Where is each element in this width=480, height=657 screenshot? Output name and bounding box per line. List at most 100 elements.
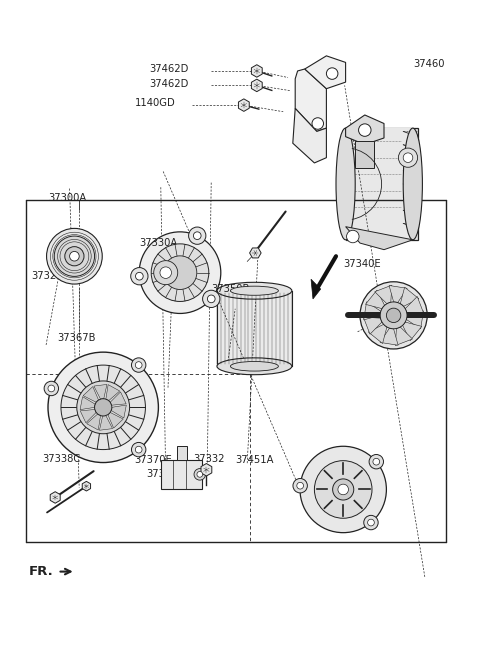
- Polygon shape: [80, 409, 96, 423]
- Polygon shape: [201, 464, 212, 476]
- Text: 37332D: 37332D: [146, 469, 186, 480]
- Polygon shape: [252, 79, 262, 91]
- Polygon shape: [346, 128, 418, 240]
- Polygon shape: [305, 56, 346, 89]
- Circle shape: [160, 267, 171, 279]
- Text: 37462D: 37462D: [150, 64, 189, 74]
- Polygon shape: [311, 279, 321, 299]
- Circle shape: [203, 290, 220, 307]
- Circle shape: [47, 229, 102, 284]
- Polygon shape: [293, 108, 326, 163]
- Circle shape: [54, 236, 95, 277]
- Polygon shape: [364, 302, 381, 320]
- Circle shape: [380, 302, 407, 328]
- Polygon shape: [87, 414, 100, 430]
- Circle shape: [197, 472, 203, 477]
- Circle shape: [333, 479, 354, 500]
- Circle shape: [77, 381, 130, 434]
- Polygon shape: [407, 311, 423, 329]
- Circle shape: [61, 365, 145, 449]
- Circle shape: [44, 381, 59, 396]
- Text: 37300A: 37300A: [48, 193, 86, 204]
- Circle shape: [151, 244, 209, 302]
- Circle shape: [95, 399, 112, 416]
- Circle shape: [386, 308, 401, 323]
- Circle shape: [193, 232, 201, 240]
- Circle shape: [131, 267, 148, 285]
- Ellipse shape: [403, 128, 422, 240]
- Polygon shape: [375, 285, 392, 304]
- Text: 37462D: 37462D: [150, 79, 189, 89]
- Circle shape: [359, 124, 371, 136]
- Ellipse shape: [230, 361, 278, 371]
- Circle shape: [347, 231, 359, 242]
- Text: 37330A: 37330A: [139, 238, 178, 248]
- Text: 37340E: 37340E: [343, 259, 381, 269]
- Text: 37451A: 37451A: [235, 455, 274, 465]
- Polygon shape: [108, 413, 123, 428]
- Text: 37321D: 37321D: [32, 271, 71, 281]
- Text: 37350B: 37350B: [211, 284, 250, 294]
- Text: 37338C: 37338C: [42, 453, 81, 464]
- Polygon shape: [368, 325, 387, 344]
- Text: FR.: FR.: [29, 565, 54, 578]
- Polygon shape: [83, 386, 98, 402]
- Bar: [161, 460, 202, 489]
- Polygon shape: [400, 287, 419, 306]
- Polygon shape: [405, 296, 424, 313]
- Circle shape: [135, 446, 142, 453]
- Polygon shape: [403, 322, 422, 340]
- Ellipse shape: [217, 283, 292, 299]
- Polygon shape: [50, 491, 60, 503]
- Circle shape: [139, 232, 221, 313]
- Polygon shape: [111, 405, 126, 418]
- Circle shape: [135, 362, 142, 369]
- Circle shape: [368, 519, 374, 526]
- Circle shape: [293, 478, 307, 493]
- Ellipse shape: [217, 358, 292, 374]
- Circle shape: [300, 446, 386, 533]
- Ellipse shape: [230, 286, 278, 295]
- Polygon shape: [250, 248, 261, 258]
- Polygon shape: [252, 65, 262, 77]
- Circle shape: [70, 252, 79, 261]
- Circle shape: [403, 153, 413, 162]
- Polygon shape: [396, 327, 412, 346]
- Text: 37367B: 37367B: [58, 333, 96, 344]
- Circle shape: [398, 148, 418, 168]
- Polygon shape: [80, 397, 95, 410]
- Bar: [177, 447, 187, 460]
- Polygon shape: [365, 290, 384, 309]
- Circle shape: [314, 461, 372, 518]
- Circle shape: [207, 295, 215, 303]
- Text: 37460: 37460: [413, 59, 444, 70]
- Circle shape: [373, 459, 380, 465]
- Bar: [217, 290, 292, 367]
- Circle shape: [297, 482, 303, 489]
- Circle shape: [65, 246, 84, 266]
- Ellipse shape: [336, 128, 355, 240]
- Polygon shape: [346, 115, 384, 145]
- Circle shape: [338, 484, 348, 495]
- Polygon shape: [346, 128, 413, 240]
- Text: 37370E: 37370E: [134, 455, 172, 465]
- Circle shape: [132, 358, 146, 373]
- Polygon shape: [363, 317, 382, 334]
- Circle shape: [48, 385, 55, 392]
- Circle shape: [312, 118, 324, 129]
- Text: 37332: 37332: [193, 453, 225, 464]
- Polygon shape: [94, 384, 107, 399]
- Circle shape: [154, 261, 178, 284]
- Polygon shape: [295, 69, 326, 131]
- Circle shape: [194, 468, 205, 480]
- Circle shape: [364, 515, 378, 530]
- Circle shape: [189, 227, 206, 244]
- Text: 1140GD: 1140GD: [134, 98, 175, 108]
- Polygon shape: [380, 328, 398, 346]
- Polygon shape: [106, 384, 120, 401]
- Circle shape: [369, 455, 384, 469]
- Circle shape: [360, 282, 427, 349]
- Polygon shape: [389, 285, 407, 303]
- Polygon shape: [239, 99, 249, 111]
- Circle shape: [163, 256, 197, 290]
